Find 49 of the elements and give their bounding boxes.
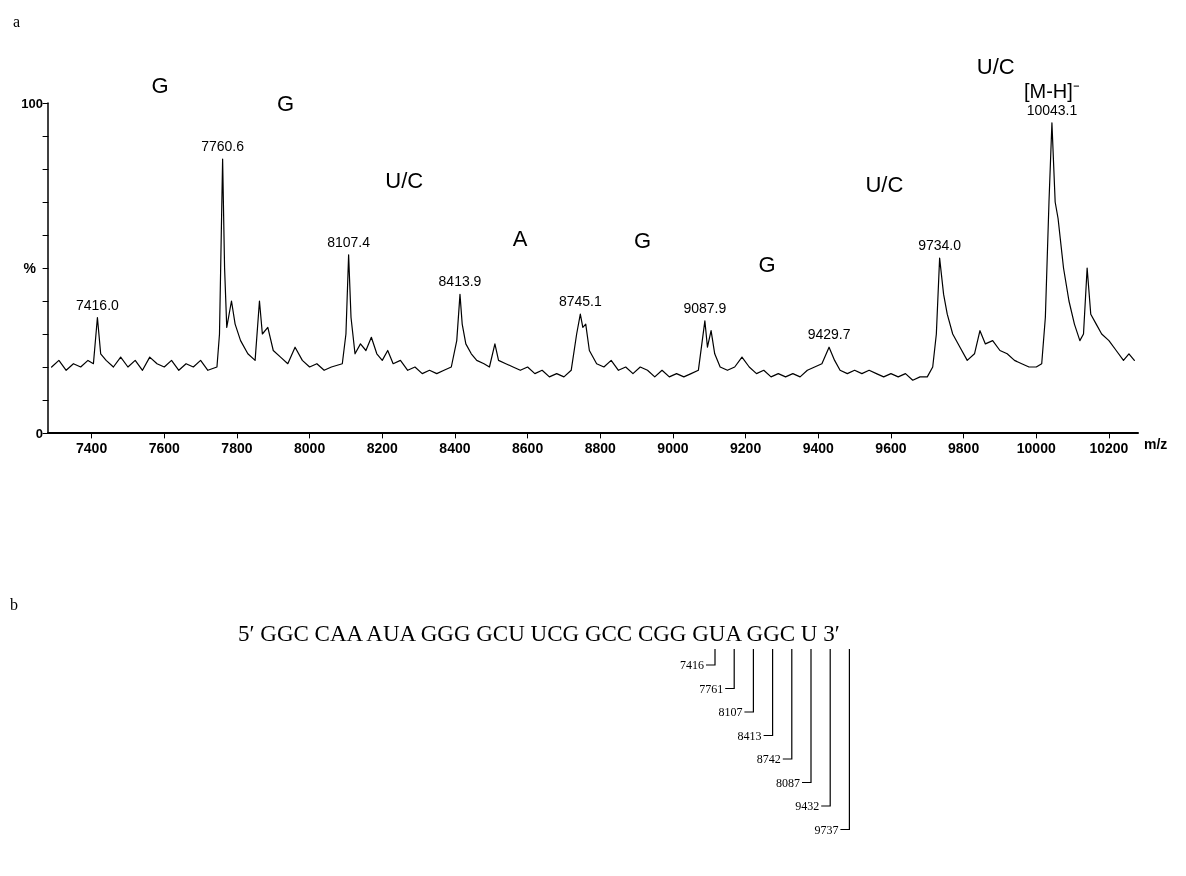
- x-tick-label: 7600: [148, 440, 181, 456]
- x-tick-label: 10200: [1089, 440, 1129, 456]
- annotation: U/C: [865, 171, 904, 197]
- annotation: G: [634, 227, 652, 253]
- line-series: [51, 122, 1135, 381]
- text: 7761: [699, 681, 724, 696]
- x-tick-label: 9200: [730, 440, 762, 456]
- text: 7416: [680, 658, 704, 672]
- annotation: 8107.4: [327, 233, 371, 250]
- text: 5′ GGC CAA AUA GGG GCU UCG GCC CGG GUA GGC U 3′: [238, 621, 840, 646]
- text: [M-H]⁻: [1023, 79, 1080, 102]
- annotation: A: [512, 225, 528, 251]
- text: U/C: [976, 54, 1015, 80]
- text: 8087: [776, 775, 800, 790]
- annotation: U/C: [385, 168, 424, 194]
- y-tick-label: 0: [35, 425, 43, 441]
- x-tick-label: 9000: [657, 440, 689, 456]
- text: G: [151, 72, 169, 98]
- text: 9737: [814, 822, 839, 837]
- annotation: 8745.1: [558, 293, 602, 310]
- x-tick-label: 10000: [1016, 440, 1056, 456]
- x-tick-label: 7400: [76, 440, 108, 456]
- annotation: G: [758, 252, 776, 278]
- x-tick-label: 7800: [221, 440, 253, 456]
- text: 8107: [718, 705, 743, 719]
- x-tick-label: 8400: [439, 440, 471, 456]
- y-axis-title: %: [23, 260, 37, 276]
- annotation: 9087.9: [683, 299, 727, 316]
- annotation: 9429.7: [807, 326, 851, 343]
- x-tick-label: 9400: [802, 440, 835, 456]
- x-tick-label: 9600: [875, 440, 907, 456]
- text: b: [10, 596, 18, 613]
- text: 8742: [756, 752, 781, 766]
- annotation: 7416.0: [76, 296, 120, 313]
- annotation: 7760.6: [201, 138, 245, 155]
- text: 8413: [737, 728, 762, 743]
- x-tick-label: 9800: [948, 440, 980, 456]
- x-tick-label: 8600: [512, 440, 544, 456]
- x-axis-title: m/z: [1144, 436, 1168, 452]
- x-tick-label: 8200: [366, 440, 399, 456]
- annotation: G: [277, 90, 295, 116]
- annotation: 9734.0: [918, 237, 962, 254]
- x-tick-label: 8000: [294, 440, 326, 456]
- annotation: 8413.9: [438, 273, 482, 290]
- text: 9432: [795, 799, 820, 813]
- annotation: 10043.1: [1026, 101, 1078, 118]
- x-tick-label: 8800: [584, 440, 617, 456]
- chart-title: a: [13, 12, 21, 30]
- y-tick-label: 100: [21, 95, 43, 111]
